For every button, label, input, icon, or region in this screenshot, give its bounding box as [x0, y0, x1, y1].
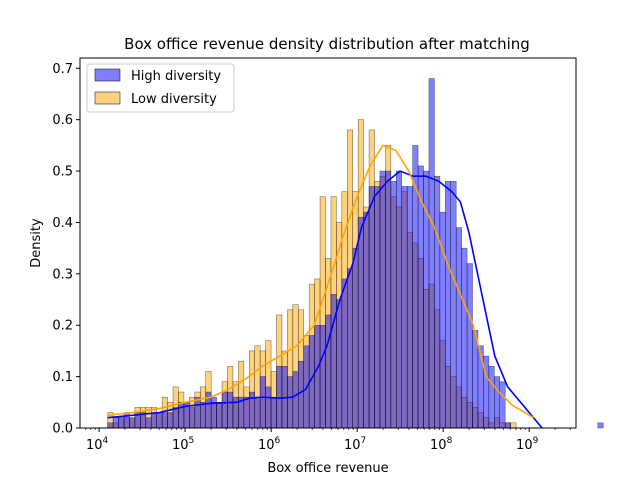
- high-diversity-bar: [363, 211, 370, 429]
- legend-swatch-low-diversity: [94, 91, 121, 105]
- y-tick-label: 0.6: [52, 113, 73, 128]
- high-diversity-bar: [156, 412, 163, 429]
- high-diversity-bar: [118, 417, 125, 429]
- high-diversity-bar: [368, 186, 375, 429]
- x-tick-label: 107: [344, 436, 366, 453]
- x-axis-label: Box office revenue: [267, 461, 388, 476]
- high-diversity-bar: [428, 78, 435, 429]
- high-diversity-bar: [357, 217, 364, 429]
- high-diversity-bar: [265, 386, 272, 429]
- kde-lines: [107, 144, 543, 429]
- high-diversity-bars: [107, 78, 604, 429]
- y-tick-label: 0.1: [52, 370, 73, 385]
- high-diversity-bar: [314, 324, 321, 429]
- high-diversity-bar: [461, 247, 468, 429]
- high-diversity-bar: [298, 360, 304, 429]
- high-diversity-bar: [276, 366, 283, 429]
- high-diversity-bar: [221, 391, 228, 429]
- legend-swatch-high-diversity: [94, 68, 121, 82]
- high-diversity-bar: [254, 396, 261, 429]
- high-diversity-bar: [499, 381, 506, 429]
- high-diversity-bar: [189, 407, 196, 429]
- high-diversity-bar: [292, 371, 299, 429]
- high-diversity-bar: [167, 412, 174, 429]
- high-diversity-bar: [374, 186, 381, 429]
- y-tick-label: 0.0: [52, 422, 73, 437]
- high-diversity-bar: [129, 417, 136, 429]
- y-tick-label: 0.3: [52, 267, 73, 282]
- legend-frame: [86, 63, 235, 113]
- low-diversity-bar: [510, 422, 517, 429]
- high-diversity-bar: [434, 175, 441, 429]
- legend: High diversity Low diversity: [86, 63, 235, 113]
- high-diversity-bar: [216, 402, 223, 429]
- y-tick-label: 0.7: [52, 62, 73, 77]
- high-diversity-bar: [270, 396, 277, 429]
- x-tick-label: 106: [258, 436, 281, 453]
- high-diversity-bar: [396, 170, 402, 429]
- high-diversity-bar: [385, 170, 392, 429]
- high-diversity-bar: [597, 422, 604, 429]
- high-diversity-bar: [347, 268, 353, 429]
- high-diversity-bar: [379, 170, 386, 429]
- y-tick-label: 0.5: [52, 165, 73, 180]
- legend-label-low-diversity: Low diversity: [131, 92, 217, 107]
- x-axis: 104 105 106 107 108 109: [85, 428, 571, 453]
- y-tick-label: 0.2: [52, 319, 73, 334]
- high-diversity-bar: [401, 186, 408, 429]
- high-diversity-bar: [194, 396, 201, 429]
- high-diversity-bar: [243, 396, 250, 429]
- x-tick-label: 104: [86, 436, 109, 453]
- high-diversity-bar: [227, 391, 234, 429]
- high-diversity-bar: [466, 263, 473, 429]
- high-diversity-bar: [450, 181, 457, 429]
- high-diversity-bar: [445, 181, 451, 429]
- high-diversity-bar: [210, 396, 217, 429]
- high-diversity-bar: [472, 330, 479, 429]
- high-diversity-bar: [107, 422, 114, 429]
- high-diversity-bar: [504, 422, 511, 429]
- high-diversity-bar: [352, 247, 359, 429]
- high-diversity-bar: [161, 412, 168, 429]
- high-diversity-bar: [112, 417, 119, 429]
- x-tick-label: 105: [172, 436, 194, 453]
- high-diversity-bar: [172, 407, 179, 429]
- x-tick-label: 108: [430, 436, 453, 453]
- high-diversity-bar: [455, 227, 462, 429]
- plot-frame: [79, 57, 577, 429]
- high-diversity-bar: [151, 412, 157, 429]
- legend-label-high-diversity: High diversity: [131, 69, 221, 84]
- high-diversity-bar: [336, 299, 343, 429]
- high-diversity-bar: [477, 345, 484, 429]
- x-tick-label: 109: [516, 436, 539, 453]
- high-diversity-bar: [406, 186, 413, 429]
- y-axis: 0.0 0.1 0.2 0.3 0.4 0.5 0.6 0.7: [52, 62, 80, 437]
- high-diversity-bar: [287, 376, 294, 429]
- high-diversity-bar: [319, 324, 326, 429]
- low-diversity-kde-line: [107, 144, 534, 419]
- high-diversity-bar: [488, 366, 495, 429]
- high-diversity-bar: [200, 402, 206, 429]
- high-diversity-bar: [145, 417, 152, 429]
- high-diversity-bar: [259, 376, 266, 429]
- y-tick-label: 0.4: [52, 216, 73, 231]
- high-diversity-bar: [494, 376, 500, 429]
- high-diversity-kde-line: [107, 170, 543, 429]
- chart-title: Box office revenue density distribution …: [124, 35, 530, 53]
- high-diversity-bar: [341, 278, 348, 429]
- y-axis-label: Density: [29, 218, 44, 268]
- high-diversity-bar: [390, 181, 397, 429]
